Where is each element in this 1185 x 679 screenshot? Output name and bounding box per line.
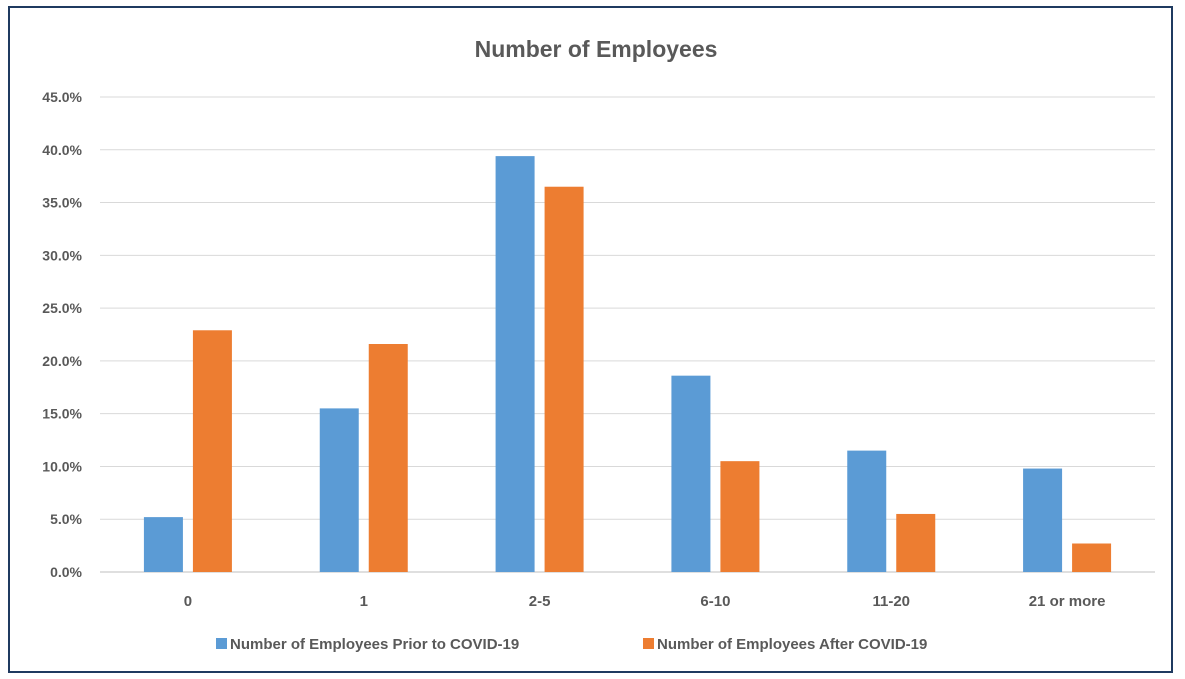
legend: Number of Employees Prior to COVID-19 Num… [216,636,927,653]
bar-prior-2-5 [495,156,535,572]
x-tick-label: 21 or more [1029,593,1106,610]
legend-label: Number of Employees After COVID-19 [657,636,927,653]
gridlines [100,96,1155,573]
legend-label: Number of Employees Prior to COVID-19 [230,636,519,653]
bar-prior-11-20 [847,450,887,572]
y-tick-label: 35.0% [42,195,82,211]
x-tick-label: 1 [360,593,368,610]
y-tick-label: 30.0% [42,247,82,263]
y-tick-label: 10.0% [42,458,82,474]
x-axis-ticks: 0 1 2-5 6-10 11-20 21 or more [184,593,1106,610]
legend-swatch [216,638,227,649]
bar-after-0 [192,330,232,572]
y-tick-label: 20.0% [42,353,82,369]
bar-prior-21-or-more [1023,468,1063,572]
x-tick-label: 11-20 [872,593,910,610]
y-tick-label: 40.0% [42,142,82,158]
bar-prior-6-10 [671,375,711,572]
bar-prior-0 [143,517,183,572]
x-tick-label: 6-10 [700,593,730,610]
y-tick-label: 45.0% [42,89,82,105]
chart-title: Number of Employees [475,36,718,62]
bar-after-2-5 [544,186,584,572]
y-tick-label: 5.0% [50,511,82,527]
legend-swatch [643,638,654,649]
x-tick-label: 2-5 [529,593,551,610]
y-tick-label: 15.0% [42,406,82,422]
x-tick-label: 0 [184,593,192,610]
y-tick-label: 0.0% [50,564,82,580]
bar-prior-1 [319,408,359,572]
bar-after-11-20 [896,513,936,572]
bar-after-21-or-more [1072,543,1112,572]
bar-after-6-10 [720,461,760,572]
y-tick-label: 25.0% [42,300,82,316]
bars [143,156,1112,572]
y-axis-ticks: 0.0% 5.0% 10.0% 15.0% 20.0% 25.0% 30.0% 35.0% 40… [42,89,82,580]
bar-after-1 [368,344,408,572]
